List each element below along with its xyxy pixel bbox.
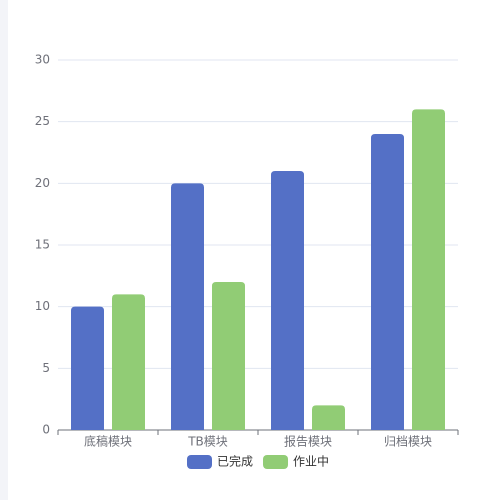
bar (371, 134, 404, 430)
bar (412, 109, 445, 430)
legend-label: 作业中 (293, 454, 329, 469)
y-tick-label: 5 (42, 361, 50, 375)
legend-swatch (263, 455, 289, 469)
legend-label: 已完成 (217, 454, 253, 469)
legend-swatch (187, 455, 212, 469)
y-tick-label: 25 (35, 114, 50, 128)
bar (271, 171, 304, 430)
y-tick-label: 15 (35, 238, 50, 252)
x-tick-label: 归档模块 (384, 435, 432, 449)
x-tick-label: 底稿模块 (84, 434, 132, 449)
y-tick-label: 20 (35, 176, 50, 190)
bar (71, 306, 104, 430)
x-tick-label: 报告模块 (284, 434, 332, 449)
x-tick-label: TB模块 (187, 435, 228, 449)
bar (212, 282, 245, 430)
bar (112, 294, 145, 430)
y-tick-label: 0 (42, 423, 50, 437)
side-strip (0, 0, 8, 500)
y-tick-label: 30 (35, 53, 50, 67)
y-tick-label: 10 (35, 299, 50, 313)
bar (171, 183, 204, 430)
bar (312, 405, 345, 430)
